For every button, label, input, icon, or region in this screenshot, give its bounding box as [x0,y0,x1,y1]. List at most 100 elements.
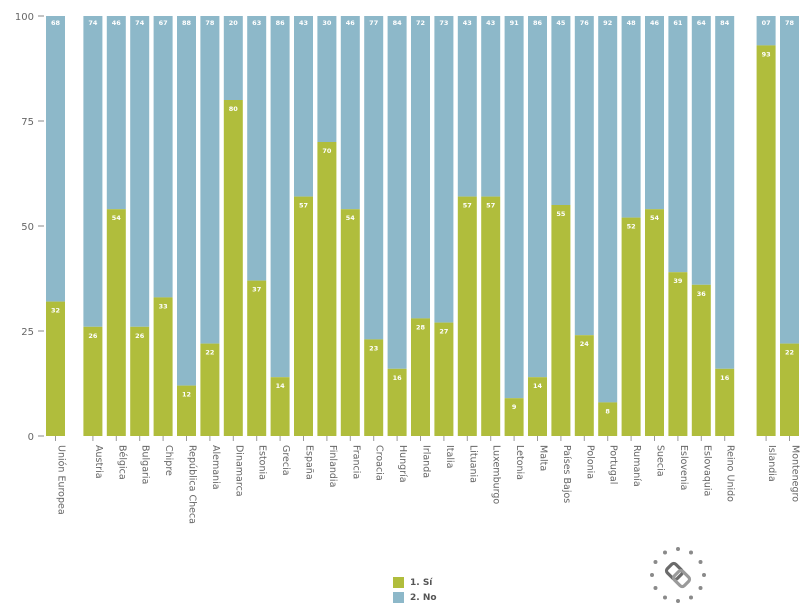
bar-no-alemania [200,16,220,344]
bar-si-eslovenia [668,272,688,436]
bar-si-alemania [200,343,220,436]
data-label-si: 33 [159,302,168,310]
data-label-no: 46 [346,19,356,27]
bar-no-montenegro [780,16,799,344]
x-tick-label-eslovaquia: Eslovaquia [701,445,712,496]
bar-si-letonia [504,398,524,436]
y-tick-label: 25 [21,327,34,338]
bar-si-suecia [645,209,664,436]
data-label-no: 92 [603,19,612,27]
bar-si-francia [340,209,360,436]
bar-si-bulgaria [130,326,150,436]
bar-no-republica-checa [177,16,196,386]
data-label-si: 36 [697,290,707,298]
legend-label-no: 2. No [410,592,437,603]
data-label-si: 26 [88,332,98,340]
data-label-no: 45 [556,19,566,27]
legend-swatch-si [393,577,404,588]
bar-si-reino-unido [715,368,735,436]
data-label-si: 70 [322,147,332,155]
bar-si-austria [83,326,103,436]
legend-item-no[interactable]: 2. No [393,591,437,604]
data-label-si: 57 [463,202,472,210]
x-tick-label-austria: Austria [93,445,104,479]
data-label-si: 16 [720,374,730,382]
bar-no-malta [528,16,547,378]
data-label-si: 39 [673,277,683,285]
data-label-si: 57 [486,202,495,210]
bar-si-estonia [247,280,267,436]
y-tick-label: 100 [15,12,34,23]
bar-no-hungria [387,16,407,369]
data-label-si: 93 [762,50,771,58]
data-label-no: 86 [533,19,543,27]
x-tick-label-malta: Malta [538,445,549,471]
x-tick-label-eslovenia: Eslovenia [678,445,689,490]
bar-no-croacia [364,16,384,340]
x-tick-label-hungria: Hungría [397,445,408,483]
bar-no-francia [340,16,360,210]
data-label-no: 30 [322,19,332,27]
data-label-no: 84 [720,19,730,27]
bar-si-luxemburgo [481,196,501,436]
x-tick-label-espana: España [304,445,315,480]
data-label-si: 54 [346,214,356,222]
data-label-si: 26 [135,332,145,340]
x-tick-label-rumania: Rumanía [631,445,642,487]
y-tick-label: 50 [21,222,34,233]
bar-si-union-europea [46,301,65,436]
bar-si-chipre [153,297,173,436]
data-label-no: 88 [182,19,192,27]
data-label-no: 74 [135,19,145,27]
data-label-no: 64 [697,19,707,27]
data-label-no: 46 [112,19,122,27]
bar-si-lituania [457,196,477,436]
bar-si-islandia [756,45,776,437]
data-label-si: 12 [182,391,191,399]
bar-si-malta [528,377,547,436]
data-label-no: 43 [486,19,495,27]
x-tick-label-paises-bajos: Países Bajos [561,445,572,503]
data-label-no: 86 [276,19,286,27]
data-label-si: 37 [252,286,261,294]
data-label-no: 43 [463,19,472,27]
data-label-si: 8 [605,407,610,415]
legend-label-si: 1. Sí [410,577,433,588]
bar-si-republica-checa [177,385,196,436]
data-label-no: 74 [88,19,98,27]
data-label-no: 07 [762,19,771,27]
bar-no-finlandia [317,16,337,142]
data-label-si: 55 [556,210,566,218]
bar-no-polonia [574,16,594,336]
data-label-no: 48 [627,19,637,27]
data-label-no: 43 [299,19,308,27]
x-tick-label-union-europea: Unión Europea [56,445,67,515]
bar-no-letonia [504,16,524,399]
bar-no-islandia [756,16,776,46]
data-label-si: 57 [299,202,308,210]
data-label-si: 27 [439,328,448,336]
data-label-si: 23 [369,344,378,352]
x-tick-label-grecia: Grecia [280,445,291,476]
bar-si-italia [434,322,454,436]
bar-no-reino-unido [715,16,735,369]
legend: 1. Sí 2. No [393,576,437,606]
x-tick-label-italia: Italia [444,445,455,468]
data-label-no: 91 [510,19,520,27]
bar-no-belgica [106,16,126,210]
legend-item-si[interactable]: 1. Sí [393,576,437,589]
x-tick-label-chipre: Chipre [163,445,174,476]
x-tick-label-suecia: Suecia [655,445,666,477]
y-tick-label: 75 [21,117,34,128]
x-tick-label-alemania: Alemania [210,445,221,490]
data-label-no: 77 [369,19,378,27]
x-tick-label-dinamarca: Dinamarca [233,445,244,497]
data-label-si: 54 [650,214,660,222]
bar-no-paises-bajos [551,16,571,205]
bar-si-irlanda [411,318,430,436]
x-tick-label-letonia: Letonia [514,445,525,480]
legend-swatch-no [393,592,404,603]
x-tick-label-luxemburgo: Luxemburgo [491,445,502,504]
bar-no-italia [434,16,454,323]
data-label-si: 22 [785,349,794,357]
